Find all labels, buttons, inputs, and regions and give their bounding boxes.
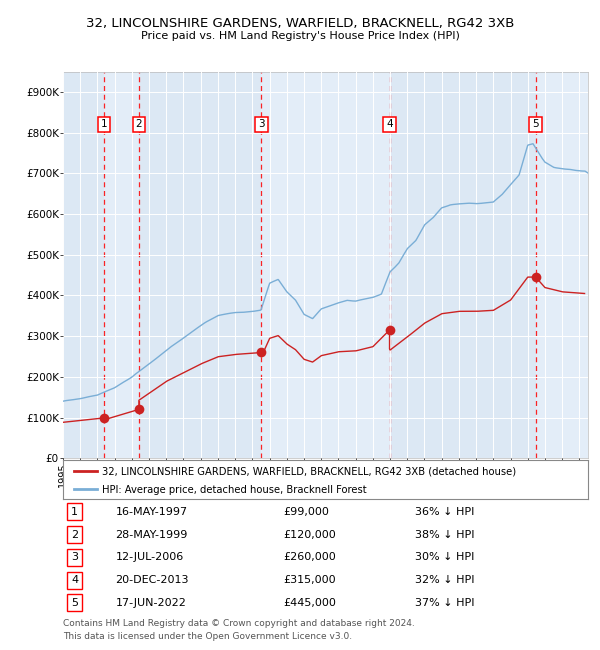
Text: 20-DEC-2013: 20-DEC-2013: [115, 575, 189, 585]
Text: 2: 2: [71, 530, 78, 540]
Text: 3: 3: [258, 120, 265, 129]
Text: 30% ↓ HPI: 30% ↓ HPI: [415, 552, 474, 562]
Text: This data is licensed under the Open Government Licence v3.0.: This data is licensed under the Open Gov…: [63, 632, 352, 641]
Text: 16-MAY-1997: 16-MAY-1997: [115, 507, 188, 517]
Text: 4: 4: [71, 575, 78, 585]
Text: 5: 5: [71, 598, 78, 608]
Bar: [262, 72, 389, 458]
Text: 2: 2: [136, 120, 142, 129]
Text: Price paid vs. HM Land Registry's House Price Index (HPI): Price paid vs. HM Land Registry's House …: [140, 31, 460, 41]
Bar: [139, 72, 262, 458]
Text: 3: 3: [71, 552, 78, 562]
Text: 32, LINCOLNSHIRE GARDENS, WARFIELD, BRACKNELL, RG42 3XB (detached house): 32, LINCOLNSHIRE GARDENS, WARFIELD, BRAC…: [103, 467, 517, 477]
Text: £99,000: £99,000: [284, 507, 329, 517]
Text: 4: 4: [386, 120, 393, 129]
Text: 32, LINCOLNSHIRE GARDENS, WARFIELD, BRACKNELL, RG42 3XB: 32, LINCOLNSHIRE GARDENS, WARFIELD, BRAC…: [86, 17, 514, 30]
Text: 5: 5: [532, 120, 539, 129]
Text: 17-JUN-2022: 17-JUN-2022: [115, 598, 187, 608]
Bar: [63, 72, 104, 458]
Text: 12-JUL-2006: 12-JUL-2006: [115, 552, 184, 562]
Bar: [104, 72, 139, 458]
Text: £315,000: £315,000: [284, 575, 336, 585]
Text: HPI: Average price, detached house, Bracknell Forest: HPI: Average price, detached house, Brac…: [103, 486, 367, 495]
Text: 37% ↓ HPI: 37% ↓ HPI: [415, 598, 474, 608]
Text: 1: 1: [100, 120, 107, 129]
Text: £260,000: £260,000: [284, 552, 336, 562]
Text: 1: 1: [71, 507, 78, 517]
Bar: [536, 72, 588, 458]
Text: 38% ↓ HPI: 38% ↓ HPI: [415, 530, 474, 540]
Text: 32% ↓ HPI: 32% ↓ HPI: [415, 575, 474, 585]
Text: 36% ↓ HPI: 36% ↓ HPI: [415, 507, 474, 517]
Bar: [389, 72, 536, 458]
Text: £120,000: £120,000: [284, 530, 336, 540]
Text: Contains HM Land Registry data © Crown copyright and database right 2024.: Contains HM Land Registry data © Crown c…: [63, 619, 415, 628]
Text: £445,000: £445,000: [284, 598, 337, 608]
Text: 28-MAY-1999: 28-MAY-1999: [115, 530, 188, 540]
